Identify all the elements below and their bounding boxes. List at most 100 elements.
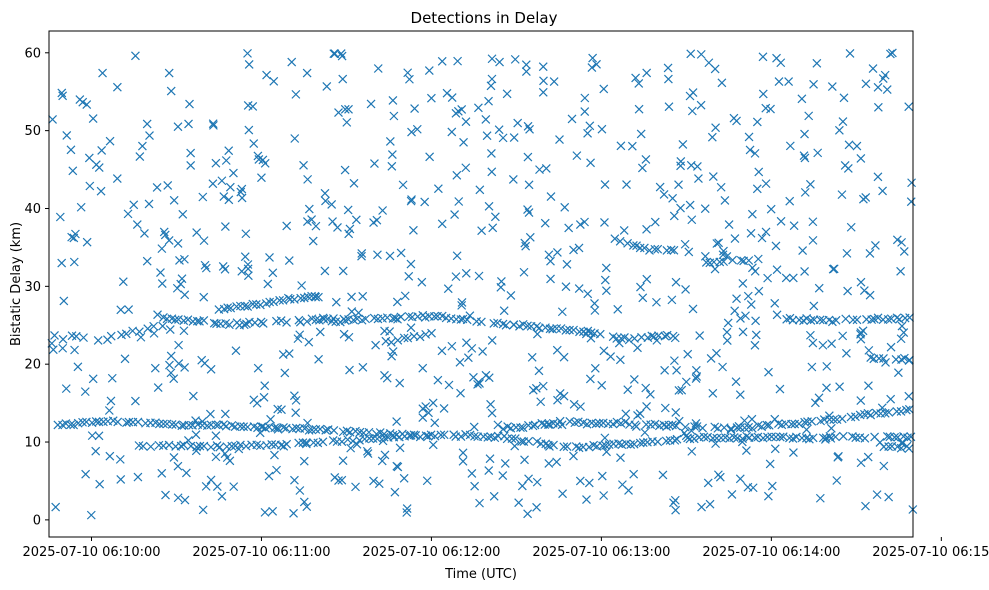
data-point <box>884 442 894 451</box>
data-point <box>282 318 291 327</box>
data-point <box>208 119 218 129</box>
data-point <box>766 104 775 114</box>
data-point <box>601 286 611 296</box>
data-point <box>129 200 139 210</box>
data-point <box>392 417 402 426</box>
data-point <box>362 446 372 456</box>
data-point <box>738 278 748 288</box>
data-point <box>76 202 86 212</box>
data-point <box>165 360 174 370</box>
data-point <box>552 345 562 355</box>
data-point <box>856 396 866 405</box>
data-point <box>805 330 815 340</box>
data-point <box>597 124 607 134</box>
data-point <box>808 338 818 348</box>
data-point <box>678 140 688 149</box>
data-point <box>669 356 679 366</box>
data-point <box>311 221 321 231</box>
data-point <box>338 456 348 466</box>
data-point <box>897 237 907 247</box>
data-point <box>229 482 239 492</box>
data-point <box>740 416 749 426</box>
data-point <box>841 314 851 324</box>
data-point <box>691 374 701 383</box>
data-point <box>825 431 835 441</box>
data-point <box>814 283 824 293</box>
data-point <box>393 462 403 472</box>
data-point <box>565 417 575 426</box>
data-point <box>708 433 718 443</box>
data-point <box>800 417 810 427</box>
data-point <box>80 387 90 397</box>
data-point <box>516 423 525 433</box>
data-point <box>688 304 698 314</box>
data-point <box>200 260 210 270</box>
data-point <box>660 403 670 413</box>
data-point <box>610 234 620 244</box>
data-point <box>486 81 496 91</box>
data-point <box>475 379 484 388</box>
data-point <box>704 58 714 68</box>
data-point <box>381 336 391 346</box>
data-point <box>899 353 909 363</box>
data-point <box>619 226 629 235</box>
data-point <box>380 450 390 460</box>
data-point <box>433 184 443 194</box>
data-point <box>299 160 308 170</box>
data-point <box>742 431 752 441</box>
data-point <box>428 440 438 450</box>
data-point <box>221 156 231 165</box>
data-point <box>333 222 342 232</box>
data-point <box>423 431 433 441</box>
data-point <box>750 433 760 443</box>
data-point <box>407 127 416 137</box>
data-point <box>629 374 639 384</box>
data-point <box>789 221 799 231</box>
data-point <box>346 443 356 453</box>
data-point <box>549 77 559 87</box>
data-point <box>748 483 758 493</box>
data-point <box>700 251 710 261</box>
data-point <box>571 442 581 451</box>
data-point <box>166 368 176 378</box>
data-point <box>153 383 163 392</box>
data-point <box>905 313 915 322</box>
data-point <box>177 274 187 284</box>
data-point <box>804 111 814 121</box>
data-point <box>906 197 916 207</box>
data-point <box>720 196 730 205</box>
data-point <box>94 431 104 441</box>
data-point <box>711 439 721 449</box>
data-point <box>634 79 644 88</box>
data-point <box>279 441 289 451</box>
data-point <box>856 334 866 344</box>
data-point <box>485 454 495 464</box>
data-point <box>691 418 701 428</box>
data-point <box>165 325 175 335</box>
data-point <box>652 297 661 307</box>
data-point <box>552 324 562 333</box>
data-point <box>161 490 170 500</box>
data-point <box>418 404 428 414</box>
data-point <box>265 297 275 307</box>
data-point <box>899 328 909 337</box>
data-point <box>415 332 425 342</box>
x-tick-label: 2025-07-10 06:15:00 <box>872 545 989 560</box>
data-point <box>800 267 810 276</box>
data-point <box>840 161 850 170</box>
data-point <box>373 250 382 260</box>
data-point <box>259 392 269 402</box>
data-point <box>185 99 194 109</box>
data-point <box>719 257 729 267</box>
data-point <box>473 379 482 389</box>
data-point <box>757 233 767 243</box>
data-point <box>226 303 236 313</box>
data-point <box>484 96 493 106</box>
data-point <box>184 119 193 129</box>
data-point <box>191 430 201 440</box>
data-point <box>174 359 184 368</box>
data-point <box>629 469 639 479</box>
data-point <box>897 439 907 449</box>
data-point <box>747 414 757 424</box>
data-point <box>198 505 208 515</box>
